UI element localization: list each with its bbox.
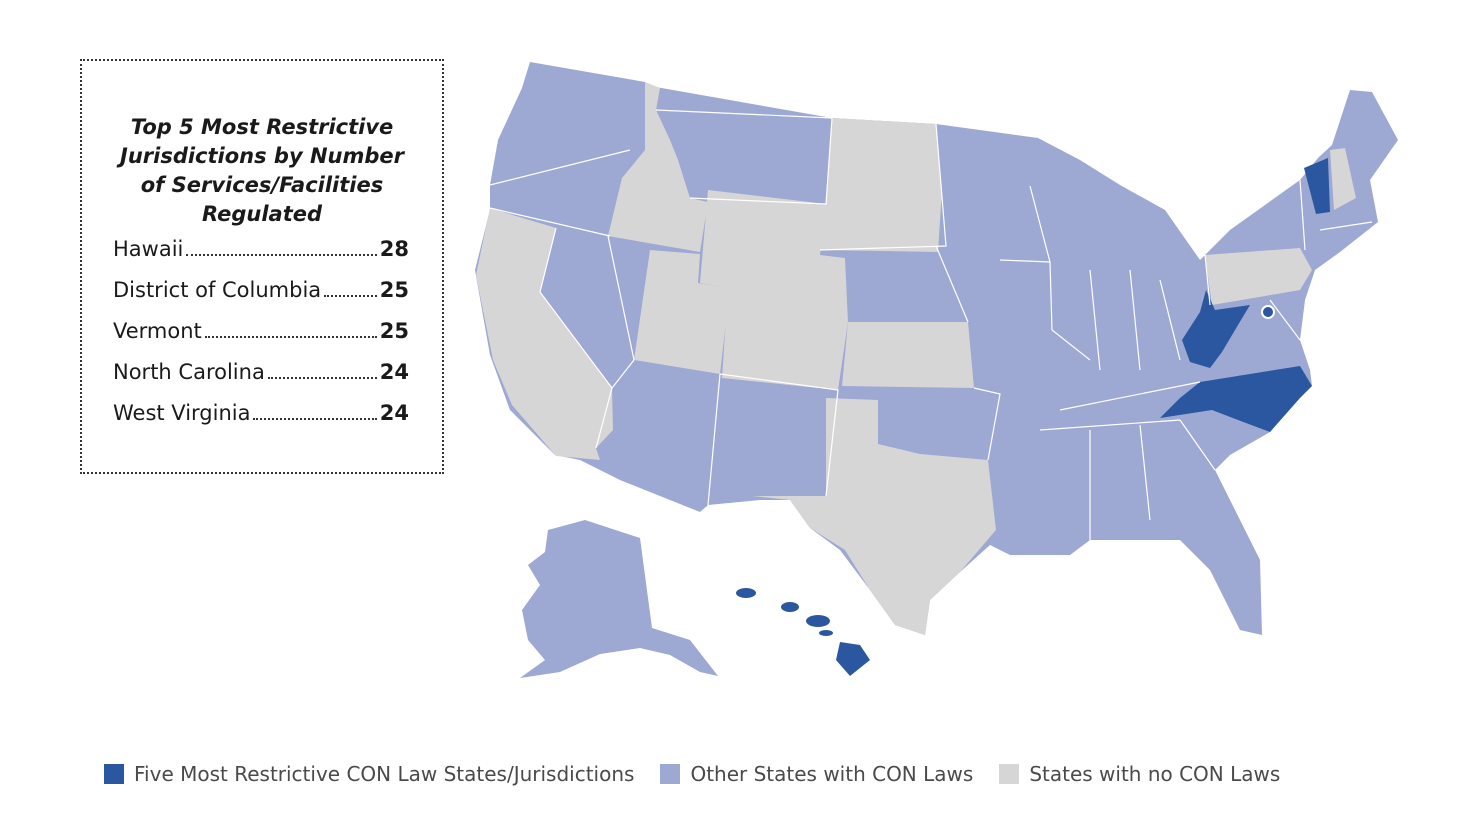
legend-label: States with no CON Laws	[1029, 762, 1281, 786]
leader-dots	[253, 418, 377, 420]
rank-value: 24	[379, 360, 409, 384]
rank-value: 28	[379, 237, 409, 261]
map-legend: Five Most Restrictive CON Law States/Jur…	[104, 762, 1306, 786]
leader-dots	[186, 254, 377, 256]
rank-row-west-virginia: West Virginia 24	[113, 401, 409, 442]
top5-title: Top 5 Most Restrictive Jurisdictions by …	[82, 113, 442, 229]
top5-panel: Top 5 Most Restrictive Jurisdictions by …	[80, 59, 444, 474]
state-wyoming-colorado	[700, 190, 848, 390]
rank-name: District of Columbia	[113, 278, 322, 302]
top5-title-line: Top 5 Most Restrictive	[130, 115, 394, 139]
legend-item-most-restrictive: Five Most Restrictive CON Law States/Jur…	[104, 762, 634, 786]
rank-name: North Carolina	[113, 360, 265, 384]
rank-row-vermont: Vermont 25	[113, 319, 409, 360]
legend-swatch	[660, 764, 681, 784]
state-utah-group	[634, 250, 730, 374]
leader-dots	[324, 295, 377, 297]
state-west-virginia	[1182, 290, 1250, 368]
legend-item-other-con: Other States with CON Laws	[660, 762, 973, 786]
top5-title-line: Regulated	[201, 202, 323, 226]
state-vermont	[1304, 158, 1330, 214]
state-alaska	[520, 520, 718, 678]
top5-title-line: Jurisdictions by Number	[120, 144, 404, 168]
leader-dots	[267, 377, 377, 379]
legend-swatch	[104, 764, 124, 784]
state-pennsylvania	[1205, 248, 1312, 305]
state-north-carolina	[1160, 366, 1312, 432]
rank-value: 25	[379, 319, 409, 343]
rank-name: Vermont	[113, 319, 202, 343]
state-borders	[489, 109, 1373, 540]
top5-title-line: of Services/Facilities	[140, 173, 384, 197]
rank-list: Hawaii 28 District of Columbia 25 Vermon…	[113, 237, 409, 442]
state-kansas	[842, 322, 974, 388]
state-idaho	[608, 82, 708, 252]
rank-value: 24	[379, 401, 409, 425]
legend-label: Five Most Restrictive CON Law States/Jur…	[134, 762, 635, 786]
rank-name: West Virginia	[113, 401, 251, 425]
state-new-hampshire	[1330, 148, 1356, 210]
leader-dots	[204, 336, 377, 338]
rank-name: Hawaii	[113, 237, 184, 261]
dc-marker	[1261, 305, 1275, 319]
legend-item-no-con: States with no CON Laws	[999, 762, 1280, 786]
state-california	[476, 208, 613, 460]
state-texas	[752, 398, 996, 635]
state-hawaii	[736, 588, 870, 676]
state-dakotas	[820, 118, 942, 252]
rank-row-hawaii: Hawaii 28	[113, 237, 409, 278]
rank-row-north-carolina: North Carolina 24	[113, 360, 409, 401]
rank-value: 25	[379, 278, 409, 302]
rank-row-dc: District of Columbia 25	[113, 278, 409, 319]
legend-swatch	[999, 764, 1020, 784]
legend-label: Other States with CON Laws	[690, 762, 974, 786]
